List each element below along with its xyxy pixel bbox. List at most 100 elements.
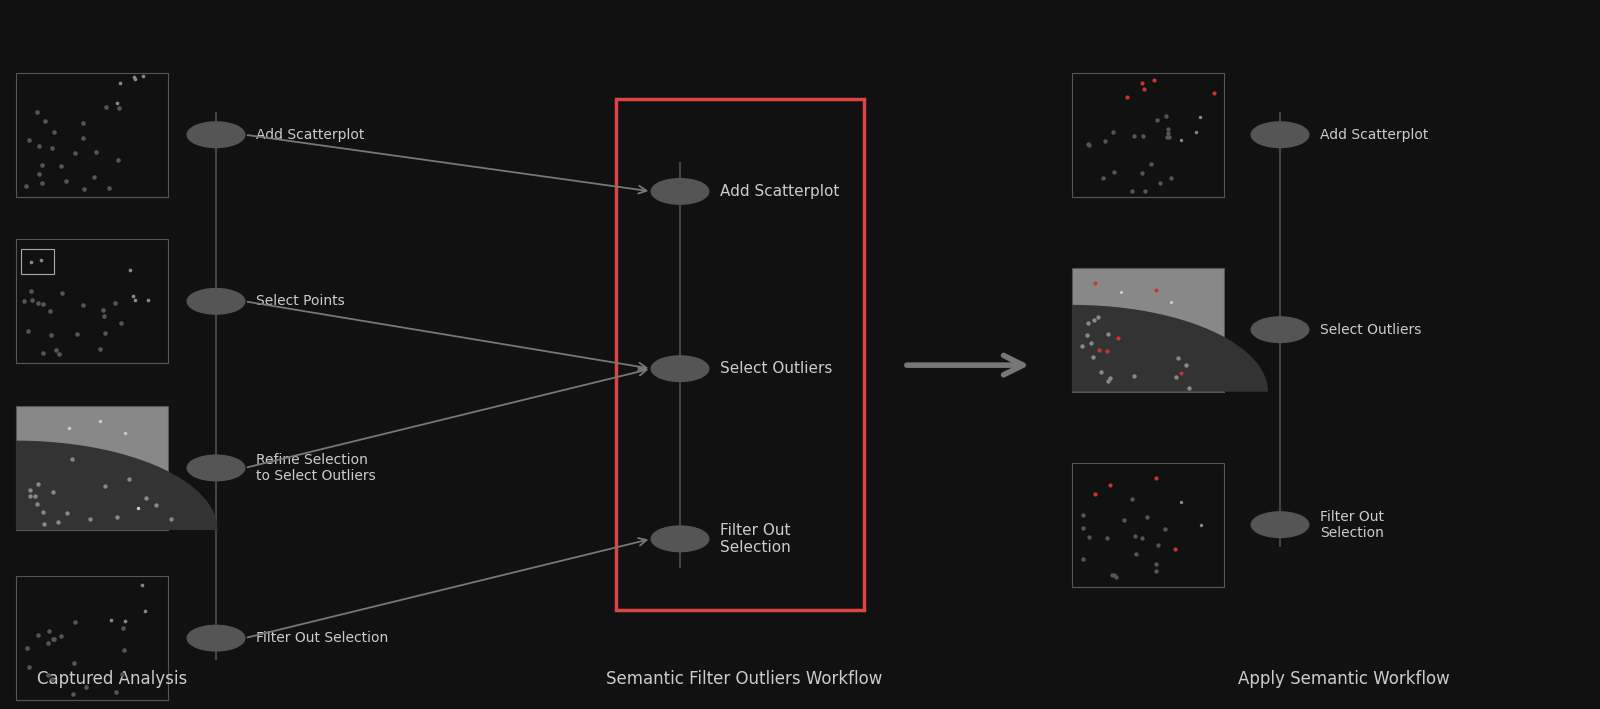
- Point: [112, 615, 138, 627]
- Point: [1122, 370, 1147, 381]
- Point: [70, 117, 96, 128]
- Bar: [16, 576, 168, 700]
- Point: [1130, 130, 1155, 142]
- Point: [104, 154, 130, 165]
- Point: [16, 134, 42, 145]
- Circle shape: [1251, 317, 1309, 342]
- Point: [24, 498, 50, 509]
- Point: [1094, 375, 1120, 386]
- Point: [136, 294, 162, 306]
- Point: [142, 499, 168, 510]
- Point: [1202, 87, 1227, 99]
- Point: [30, 507, 56, 518]
- Point: [40, 634, 66, 645]
- Point: [123, 73, 149, 84]
- Circle shape: [187, 625, 245, 651]
- Point: [104, 511, 130, 523]
- Point: [107, 77, 133, 89]
- Text: Apply Semantic Workflow: Apply Semantic Workflow: [1238, 670, 1450, 688]
- Point: [59, 454, 85, 465]
- Text: Select Outliers: Select Outliers: [720, 361, 832, 376]
- Point: [1101, 166, 1126, 177]
- Text: Add Scatterplot: Add Scatterplot: [1320, 128, 1429, 142]
- Point: [29, 177, 54, 189]
- Point: [109, 669, 134, 680]
- Point: [77, 513, 102, 525]
- Point: [1158, 296, 1184, 308]
- Point: [1075, 138, 1101, 150]
- Point: [1078, 337, 1104, 349]
- Point: [86, 415, 112, 426]
- Point: [1106, 332, 1131, 343]
- Point: [1075, 531, 1101, 542]
- Point: [80, 171, 106, 182]
- Point: [1155, 128, 1181, 139]
- Point: [1142, 284, 1168, 296]
- Point: [26, 169, 51, 180]
- Point: [13, 180, 38, 191]
- Point: [32, 115, 58, 126]
- Text: Filter Out
Selection: Filter Out Selection: [1320, 510, 1384, 540]
- Point: [1187, 111, 1213, 123]
- Point: [130, 70, 155, 82]
- Point: [112, 428, 138, 439]
- Point: [1158, 172, 1184, 184]
- Point: [1099, 569, 1125, 580]
- Point: [86, 344, 112, 355]
- Point: [50, 287, 75, 298]
- Point: [109, 317, 134, 328]
- Point: [104, 98, 130, 109]
- Point: [62, 616, 88, 627]
- Point: [1139, 159, 1165, 170]
- Point: [24, 106, 50, 118]
- Point: [1069, 340, 1094, 352]
- Point: [1163, 372, 1189, 383]
- Text: Add Scatterplot: Add Scatterplot: [720, 184, 840, 199]
- Polygon shape: [16, 440, 218, 530]
- Circle shape: [1251, 512, 1309, 537]
- Point: [35, 637, 61, 649]
- Bar: [16, 406, 168, 530]
- Circle shape: [187, 289, 245, 314]
- Point: [54, 507, 80, 518]
- Circle shape: [187, 455, 245, 481]
- Point: [74, 681, 99, 693]
- Point: [1075, 140, 1101, 151]
- Point: [26, 141, 51, 152]
- Point: [19, 294, 45, 306]
- Point: [35, 669, 61, 681]
- Point: [117, 473, 142, 484]
- Point: [91, 311, 117, 322]
- Point: [93, 101, 118, 113]
- Point: [133, 492, 158, 503]
- Point: [22, 490, 48, 501]
- Point: [1098, 372, 1123, 384]
- Point: [70, 133, 96, 144]
- Point: [30, 347, 56, 359]
- Point: [70, 299, 96, 311]
- Point: [1123, 549, 1149, 560]
- Point: [38, 329, 64, 340]
- Point: [1086, 345, 1112, 356]
- Point: [1088, 366, 1114, 377]
- Point: [1122, 530, 1147, 542]
- Point: [1082, 488, 1107, 499]
- Point: [46, 348, 72, 359]
- Text: Filter Out
Selection: Filter Out Selection: [720, 523, 790, 555]
- Point: [1094, 328, 1120, 340]
- Point: [130, 579, 155, 591]
- Point: [46, 516, 72, 527]
- Point: [38, 306, 64, 317]
- Circle shape: [651, 179, 709, 204]
- Point: [1107, 286, 1133, 298]
- Point: [110, 644, 136, 656]
- Point: [1102, 571, 1128, 583]
- Text: Captured Analysis: Captured Analysis: [37, 670, 187, 688]
- Point: [1147, 177, 1173, 189]
- Bar: [1072, 462, 1224, 587]
- Point: [1114, 91, 1139, 102]
- Bar: [16, 240, 168, 364]
- Text: Select Outliers: Select Outliers: [1320, 323, 1421, 337]
- Point: [61, 688, 86, 699]
- Point: [1130, 167, 1155, 179]
